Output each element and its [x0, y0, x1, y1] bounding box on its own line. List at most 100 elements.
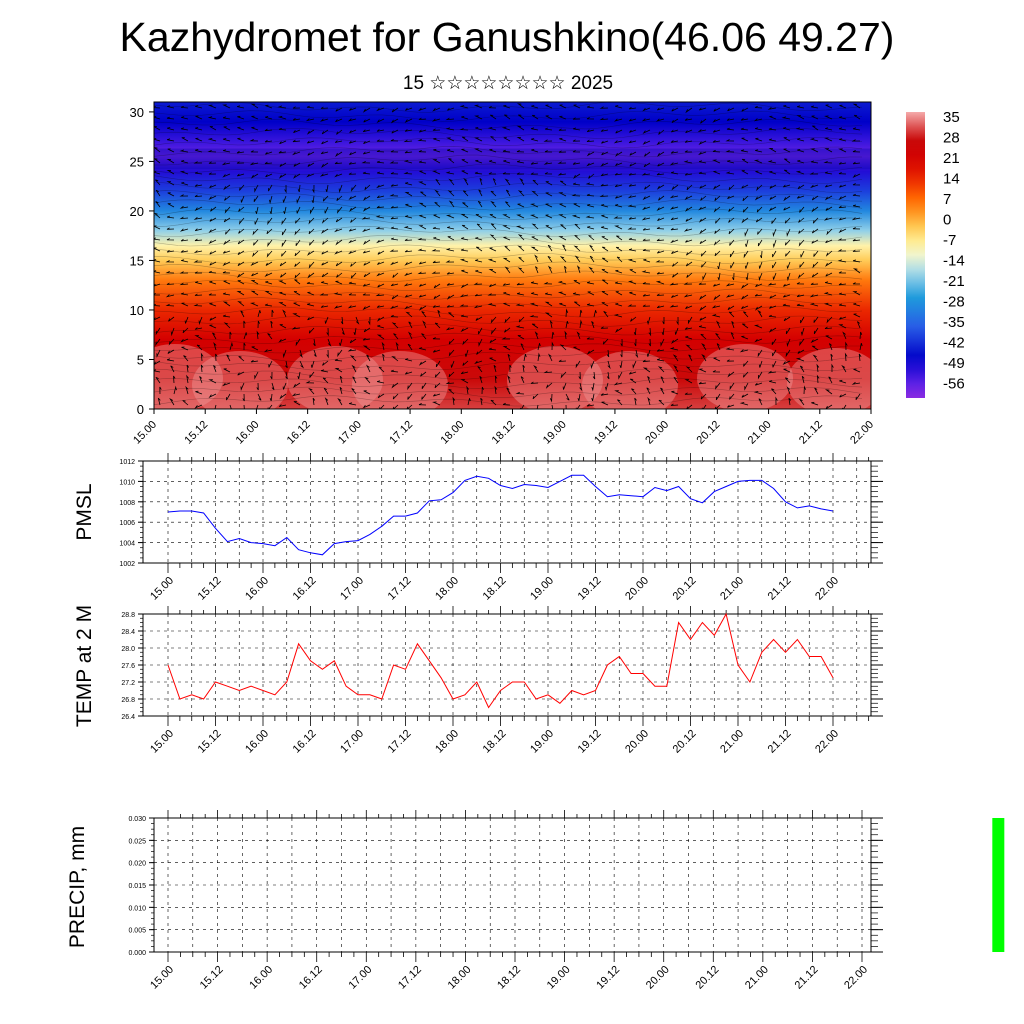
wind-vector — [312, 184, 315, 194]
wind-vector — [857, 321, 861, 329]
wind-vector — [758, 398, 763, 406]
wind-vector — [435, 179, 441, 186]
x-tick-label: 17.12 — [386, 575, 414, 603]
wind-vector — [308, 261, 315, 269]
wind-vector — [292, 117, 301, 121]
wind-vector — [755, 170, 763, 175]
grid — [154, 817, 871, 953]
wind-vector — [797, 138, 805, 142]
wind-vector — [590, 360, 595, 370]
wind-vector — [222, 271, 231, 274]
wind-vector — [222, 173, 231, 178]
wind-vector — [701, 261, 707, 268]
contour-line — [154, 261, 863, 273]
wind-vector — [658, 129, 665, 135]
x-tick-label: 17.00 — [336, 419, 364, 447]
wind-vector — [757, 309, 763, 318]
wind-vector — [350, 272, 357, 279]
wind-vector — [283, 206, 287, 214]
wind-vector — [167, 105, 175, 109]
wind-vector — [558, 236, 567, 241]
wind-vector — [282, 349, 287, 359]
wind-vector — [641, 217, 651, 221]
wind-vector — [349, 107, 357, 111]
wind-vector — [179, 170, 189, 175]
wind-vector — [743, 371, 749, 378]
wind-vector — [295, 217, 301, 224]
wind-vector — [783, 169, 791, 175]
wind-vector — [208, 195, 217, 201]
wind-vector — [222, 314, 231, 318]
wind-vector — [712, 184, 721, 190]
wind-vector — [615, 129, 623, 134]
wind-vector — [565, 404, 567, 409]
wind-vector — [268, 360, 273, 368]
wind-vector — [445, 171, 455, 175]
wind-vector — [353, 327, 357, 336]
wind-vector — [537, 343, 541, 351]
wind-vector — [586, 281, 595, 285]
wind-vector — [179, 282, 189, 286]
wind-vector — [363, 404, 371, 408]
wind-vector — [741, 283, 749, 289]
wind-vector — [551, 341, 554, 351]
wind-vector — [839, 116, 847, 120]
wind-vector — [674, 327, 679, 335]
wind-vector — [551, 331, 555, 340]
y-tick-label: 27.2 — [121, 680, 135, 687]
wind-vector — [786, 272, 791, 282]
wind-vector — [492, 178, 497, 186]
wind-vector — [395, 341, 399, 351]
wind-vector — [333, 292, 343, 296]
x-tick-label: 18.12 — [490, 419, 518, 447]
wind-vector — [588, 173, 595, 179]
y-tick-label: 5 — [137, 352, 144, 367]
wind-vector — [831, 363, 834, 373]
wind-vector — [404, 261, 413, 266]
wind-vector — [417, 237, 427, 241]
wind-vector — [797, 184, 805, 190]
wind-vector — [851, 381, 861, 385]
wind-vector — [725, 139, 735, 142]
wind-vector — [180, 127, 189, 131]
wind-vector — [432, 401, 441, 406]
panel-3: 26.426.827.227.628.028.428.815.00 15.12 16… — [73, 605, 883, 756]
x-tick-label: 15.12 — [182, 419, 210, 447]
wind-vector — [437, 310, 441, 318]
wind-vector — [222, 149, 231, 153]
x-tick-label: 15.00 — [131, 419, 159, 447]
wind-vector — [755, 283, 763, 287]
wind-vector — [460, 213, 469, 219]
wind-vector — [279, 261, 287, 267]
wind-vector — [670, 227, 679, 231]
wind-vector — [685, 305, 693, 309]
wind-vector — [376, 107, 385, 112]
wind-vector — [389, 249, 399, 252]
wind-vector — [644, 184, 651, 190]
wind-vector — [257, 393, 262, 401]
wind-vector — [223, 368, 231, 373]
x-tick-label: 16.00 — [243, 728, 271, 756]
contour-line — [154, 297, 863, 308]
wind-vector — [194, 171, 203, 175]
x-tick-label: 22.00 — [842, 964, 870, 992]
wind-vector — [852, 291, 861, 296]
contour-line — [154, 146, 863, 158]
wind-vector — [166, 181, 175, 186]
wind-vector — [607, 360, 611, 370]
wind-vector — [628, 172, 637, 176]
wind-vector — [376, 316, 385, 322]
wind-vector — [306, 129, 315, 135]
wind-vector — [333, 305, 343, 309]
wind-vector — [243, 342, 246, 350]
y-tick-label: 1012 — [119, 459, 135, 466]
wind-vector — [825, 127, 833, 131]
wind-vector — [559, 115, 567, 120]
x-tick-label: 22.00 — [813, 728, 841, 756]
wind-vector — [251, 126, 259, 131]
wind-vector — [767, 370, 777, 374]
wind-vector — [852, 204, 861, 208]
y-axis-label: PMSL — [73, 483, 96, 540]
wind-vector — [264, 128, 273, 132]
wind-vector — [558, 150, 567, 153]
